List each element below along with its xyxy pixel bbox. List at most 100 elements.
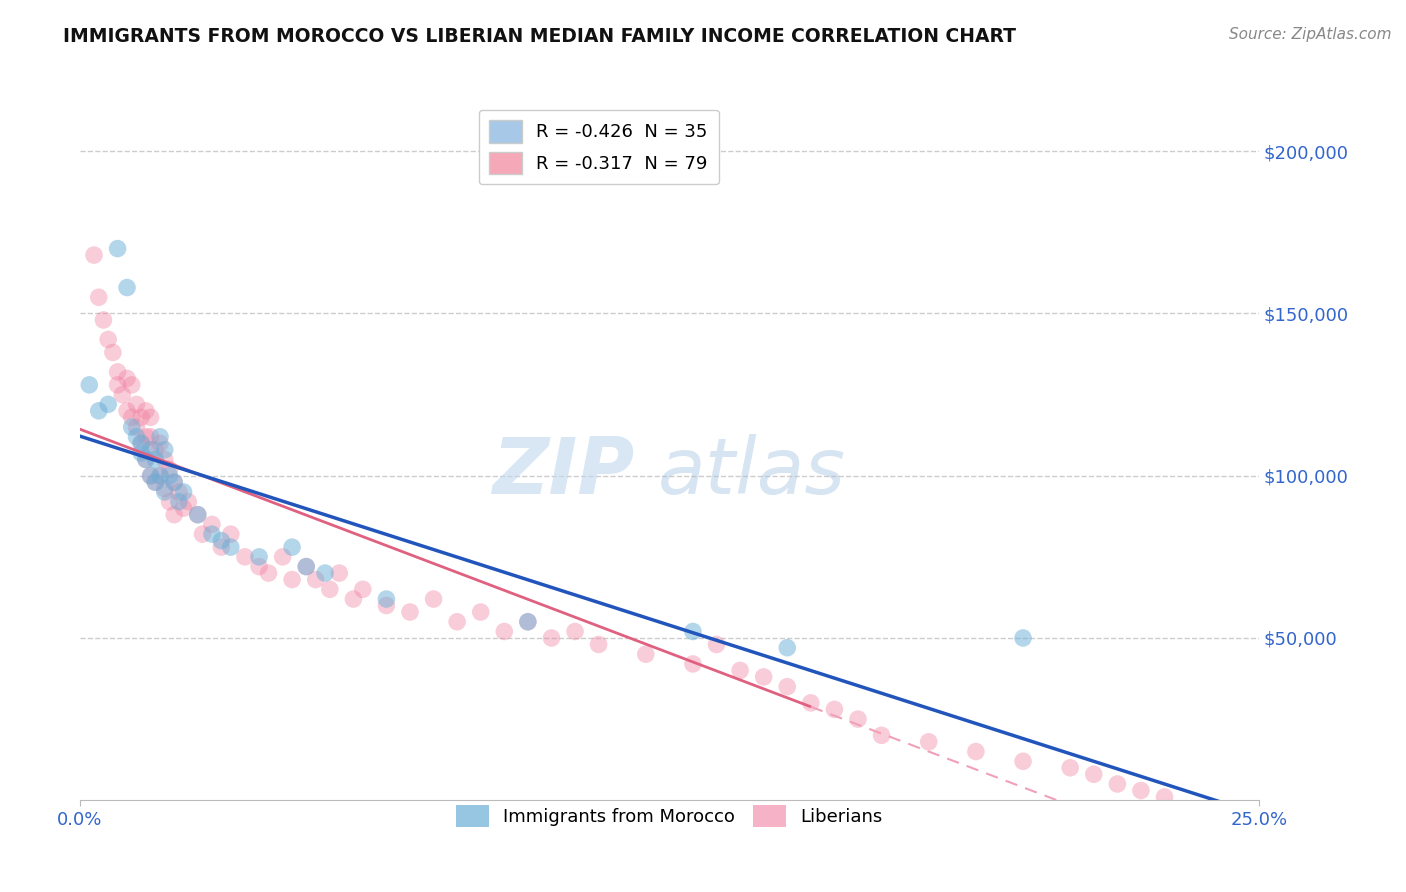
Point — [135, 452, 157, 467]
Text: IMMIGRANTS FROM MOROCCO VS LIBERIAN MEDIAN FAMILY INCOME CORRELATION CHART: IMMIGRANTS FROM MOROCCO VS LIBERIAN MEDI… — [63, 27, 1017, 45]
Point — [706, 637, 728, 651]
Point — [167, 485, 190, 500]
Point — [800, 696, 823, 710]
Point — [163, 475, 186, 490]
Point — [159, 494, 181, 508]
Point — [516, 615, 538, 629]
Point — [375, 599, 398, 613]
Point — [121, 377, 143, 392]
Point — [115, 280, 138, 294]
Point — [125, 420, 148, 434]
Point — [776, 680, 799, 694]
Point — [135, 404, 157, 418]
Point — [107, 365, 129, 379]
Point — [139, 410, 162, 425]
Point — [1059, 761, 1081, 775]
Point — [328, 566, 350, 580]
Point — [1012, 754, 1035, 768]
Point — [187, 508, 209, 522]
Point — [107, 377, 129, 392]
Point — [1012, 631, 1035, 645]
Text: ZIP: ZIP — [492, 434, 634, 510]
Point — [191, 527, 214, 541]
Point — [446, 615, 468, 629]
Point — [129, 446, 152, 460]
Point — [201, 527, 224, 541]
Point — [776, 640, 799, 655]
Point — [682, 657, 704, 671]
Point — [125, 397, 148, 411]
Point — [87, 404, 110, 418]
Point — [399, 605, 422, 619]
Point — [143, 452, 166, 467]
Point — [129, 436, 152, 450]
Point — [342, 592, 364, 607]
Point — [752, 670, 775, 684]
Point — [149, 436, 172, 450]
Text: atlas: atlas — [658, 434, 845, 510]
Point — [153, 452, 176, 467]
Point — [87, 290, 110, 304]
Point — [281, 573, 304, 587]
Point — [422, 592, 444, 607]
Point — [219, 540, 242, 554]
Point — [159, 468, 181, 483]
Point — [135, 430, 157, 444]
Point — [97, 397, 120, 411]
Point — [111, 387, 134, 401]
Point — [209, 540, 232, 554]
Point — [129, 436, 152, 450]
Point — [163, 475, 186, 490]
Point — [97, 333, 120, 347]
Point — [173, 501, 195, 516]
Point — [167, 494, 190, 508]
Point — [247, 559, 270, 574]
Point — [121, 410, 143, 425]
Point — [177, 494, 200, 508]
Point — [295, 559, 318, 574]
Point — [588, 637, 610, 651]
Text: Source: ZipAtlas.com: Source: ZipAtlas.com — [1229, 27, 1392, 42]
Point — [823, 702, 845, 716]
Point — [319, 582, 342, 597]
Point — [139, 468, 162, 483]
Point — [159, 462, 181, 476]
Point — [79, 377, 101, 392]
Point — [219, 527, 242, 541]
Point — [564, 624, 586, 639]
Point — [143, 475, 166, 490]
Point — [494, 624, 516, 639]
Point — [1083, 767, 1105, 781]
Point — [305, 573, 328, 587]
Point — [107, 242, 129, 256]
Point — [163, 508, 186, 522]
Point — [121, 420, 143, 434]
Point — [516, 615, 538, 629]
Point — [375, 592, 398, 607]
Point — [233, 549, 256, 564]
Point — [846, 712, 869, 726]
Legend: Immigrants from Morocco, Liberians: Immigrants from Morocco, Liberians — [449, 797, 890, 834]
Point — [139, 442, 162, 457]
Point — [173, 485, 195, 500]
Point — [139, 430, 162, 444]
Point — [965, 745, 987, 759]
Point — [209, 533, 232, 548]
Point — [143, 475, 166, 490]
Point — [101, 345, 124, 359]
Point — [149, 430, 172, 444]
Point — [149, 468, 172, 483]
Point — [257, 566, 280, 580]
Point — [728, 664, 751, 678]
Point — [295, 559, 318, 574]
Point — [135, 452, 157, 467]
Point — [187, 508, 209, 522]
Point — [93, 313, 115, 327]
Point — [918, 735, 941, 749]
Point — [271, 549, 294, 564]
Point — [281, 540, 304, 554]
Point — [1107, 777, 1129, 791]
Point — [149, 468, 172, 483]
Point — [682, 624, 704, 639]
Point — [314, 566, 336, 580]
